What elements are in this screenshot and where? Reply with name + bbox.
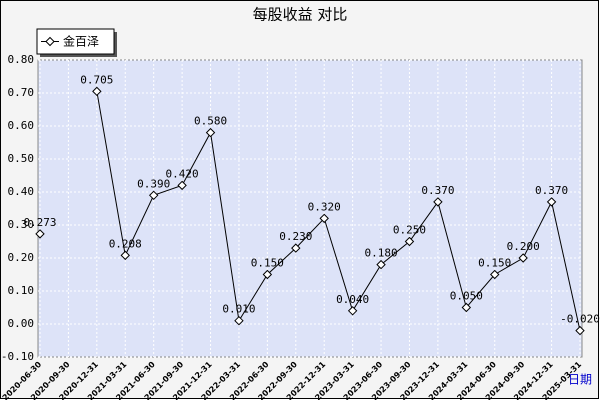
marker [490,269,500,280]
data-label: 0.208 [109,237,142,250]
data-label: -0.020 [560,313,600,326]
marker [92,86,102,97]
y-tick-label: 0.30 [8,218,35,231]
marker [35,229,45,239]
legend-label: 金百泽 [63,34,99,49]
data-label: 0.050 [450,290,483,303]
y-tick-label: 0.60 [8,119,35,132]
data-label: 0.250 [393,224,426,237]
data-label: 0.705 [80,73,113,86]
marker [575,325,585,336]
data-label: 0.010 [222,303,255,316]
y-tick-label: 0.50 [8,152,35,165]
data-label: 0.230 [279,230,312,243]
marker [461,302,472,313]
data-label: 0.420 [166,167,199,180]
marker [291,243,301,253]
marker [404,236,415,247]
line [96,91,581,331]
marker [234,315,244,326]
x-axis-label: 日期 [568,373,592,387]
data-label: 0.370 [535,184,568,197]
y-tick-label: 0.70 [8,86,35,99]
marker [376,259,386,270]
data-label: 0.200 [507,240,540,253]
marker [433,197,443,207]
data-label: 0.320 [308,200,341,213]
y-tick-label: 0.40 [8,185,35,198]
y-tick-label: 0.10 [8,284,35,297]
marker [518,253,528,263]
data-label: 0.180 [364,247,397,260]
data-label: 0.580 [194,115,227,128]
marker [120,250,130,261]
data-label: 0.390 [137,177,170,190]
marker [319,213,329,224]
plot-area [37,59,583,358]
y-tick-label: -0.10 [1,350,34,363]
data-label: 0.040 [336,293,369,306]
data-label: 0.370 [421,184,454,197]
data-label: 0.273 [23,216,56,229]
marker [205,127,216,138]
marker [177,180,187,191]
marker [262,269,273,280]
data-label: 0.150 [478,257,511,270]
y-tick-label: 0.80 [8,53,35,66]
legend-marker [45,36,55,47]
y-tick-label: 0.20 [8,251,35,264]
y-tick-label: 0.00 [8,317,35,330]
chart-title: 每股收益 对比 [253,6,348,24]
marker [546,197,557,207]
legend [36,28,115,55]
marker [148,190,159,201]
marker [347,306,358,316]
data-label: 0.150 [251,257,284,270]
